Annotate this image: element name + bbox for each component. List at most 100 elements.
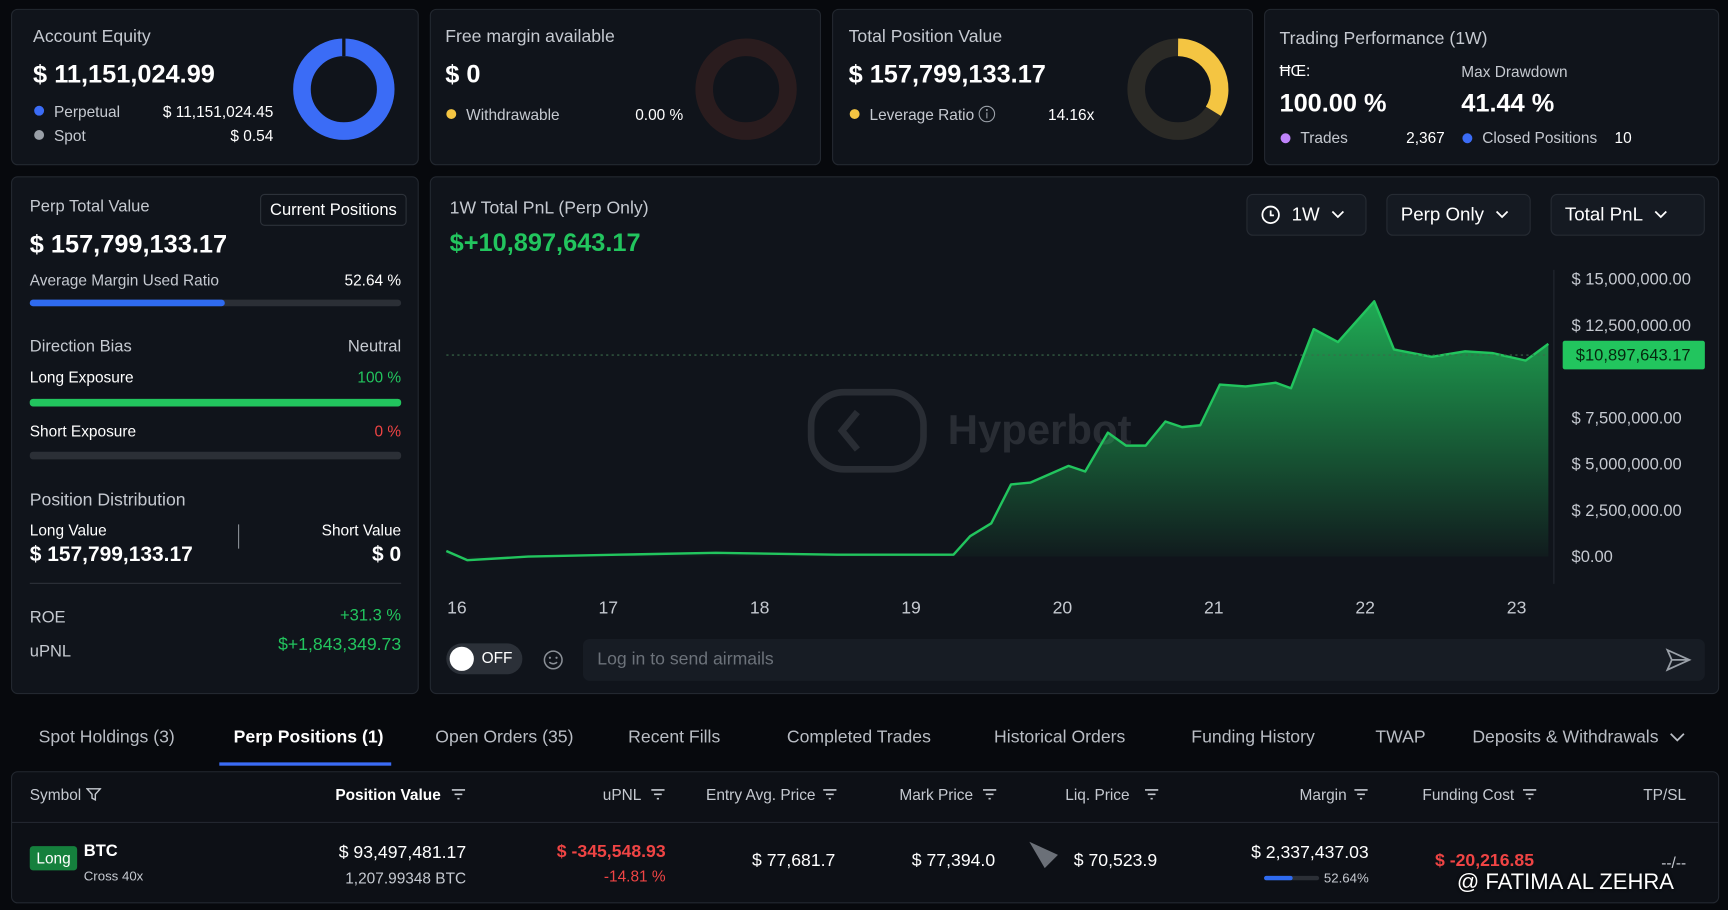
position-size: 1,207.99348 BTC (345, 869, 467, 887)
tab[interactable]: Deposits & Withdrawals (1472, 728, 1659, 747)
margin-track (1264, 875, 1320, 881)
stat-label: Max Drawdown (1461, 62, 1568, 81)
margin: $ 2,337,437.03 (1251, 843, 1369, 863)
metric-select[interactable]: Total PnL (1550, 193, 1705, 236)
donut (695, 38, 797, 140)
tab[interactable]: Funding History (1191, 728, 1315, 747)
emoji-button[interactable] (542, 649, 564, 671)
short-value: $ 0 (372, 543, 402, 567)
perp-value: $ 157,799,133.17 (29, 229, 228, 258)
legend-dot (849, 109, 860, 119)
legend-dot (446, 109, 457, 119)
card-value: $ 11,151,024.99 (33, 59, 215, 89)
airmail-input[interactable]: Log in to send airmails (582, 638, 1705, 681)
tab[interactable]: Open Orders (35) (435, 728, 574, 747)
sort-icon[interactable] (1144, 788, 1159, 801)
x-tick-label: 20 (1053, 598, 1073, 618)
pnl-area (446, 301, 1549, 561)
chevron (1331, 210, 1344, 219)
positions-button[interactable]: Current Positions (260, 193, 407, 226)
sort-icon[interactable] (1522, 788, 1537, 801)
tab[interactable]: Historical Orders (994, 728, 1126, 747)
perp-panel (11, 176, 419, 695)
credit: @ FATIMA AL ZEHRA (1456, 870, 1675, 895)
chart-title: 1W Total PnL (Perp Only) (449, 199, 649, 219)
entry-price: $ 77,681.7 (752, 851, 836, 871)
tab[interactable]: Completed Trades (786, 728, 931, 747)
tab-indicator (219, 762, 392, 766)
legend-dot (1280, 133, 1291, 144)
column-header: Symbol (29, 785, 82, 804)
current-label: $10,897,643.17 (1576, 346, 1691, 365)
item-label: Withdrawable (466, 105, 560, 124)
margin-label: Average Margin Used Ratio (29, 271, 219, 289)
margin-ratio: 52.64 % (344, 271, 402, 289)
current-label-bg (1562, 340, 1705, 370)
column-header: Liq. Price (1065, 785, 1130, 804)
select-label: 1W (1291, 203, 1320, 225)
symbol: BTC (83, 841, 118, 861)
input-placeholder: Log in to send airmails (597, 650, 774, 669)
value-label: Long Value (29, 521, 107, 539)
tab[interactable]: TWAP (1375, 728, 1426, 747)
watermark-logo (807, 388, 927, 473)
upnl-pct: -14.81 % (603, 867, 666, 885)
toggle[interactable]: OFF (446, 643, 523, 675)
y-tick-label: $ 7,500,000.00 (1572, 408, 1682, 427)
legend-dot (34, 105, 45, 116)
pnl-chart: Hyperbot $ 15,000,000.00$ 12,500,000.00$… (445, 270, 1705, 618)
tab[interactable]: Perp Positions (1) (233, 728, 384, 747)
card-value: $ 157,799,133.17 (848, 59, 1046, 89)
select-label: Perp Only (1400, 203, 1485, 225)
sort-icon[interactable] (451, 788, 466, 801)
section-title: Direction Bias (29, 337, 132, 356)
sort-icon[interactable] (650, 788, 665, 801)
divider (29, 582, 402, 584)
section-title: Position Distribution (29, 491, 186, 511)
card-value: $ 0 (445, 59, 481, 89)
filter-icon[interactable] (85, 788, 102, 801)
send-icon[interactable] (1665, 648, 1692, 672)
item-label: Perpetual (53, 102, 121, 121)
item-value: $ 11,151,024.45 (162, 102, 274, 121)
column-header: Mark Price (899, 785, 974, 804)
exposure-label: Long Exposure (29, 367, 134, 386)
x-tick-label: 22 (1355, 598, 1375, 618)
sort-icon[interactable] (982, 788, 997, 801)
item-value: 0.00 % (635, 105, 684, 124)
range-select[interactable]: 1W (1246, 193, 1367, 236)
margin-track (29, 299, 402, 307)
x-tick-label: 23 (1507, 598, 1527, 618)
margin-card (429, 8, 822, 166)
item-value: 10 (1614, 128, 1632, 147)
info-icon[interactable] (978, 105, 997, 124)
tab[interactable]: Recent Fills (628, 728, 721, 747)
chevron (1654, 210, 1667, 219)
mark-price: $ 77,394.0 (911, 851, 996, 871)
x-tick-label: 16 (447, 598, 467, 618)
funding-cost: $ -20,216.85 (1435, 851, 1535, 871)
chart-total: $+10,897,643.17 (449, 228, 641, 257)
sort-icon[interactable] (1353, 788, 1368, 801)
card-title: Account Equity (33, 27, 151, 47)
column-header: uPNL (602, 785, 642, 804)
long-value: $ 157,799,133.17 (29, 543, 193, 567)
chevron[interactable] (1670, 733, 1685, 743)
side-badge: Long (29, 846, 78, 871)
margin-bar (1264, 875, 1294, 881)
card-title: Trading Performance (1W) (1279, 29, 1488, 49)
item-label: Leverage Ratio (869, 105, 975, 124)
roe-label: ROE (29, 608, 66, 627)
long-bar (29, 398, 402, 407)
short-track (29, 451, 402, 460)
item-value: 14.16x (1047, 105, 1095, 124)
scope-select[interactable]: Perp Only (1386, 193, 1531, 236)
tpsl: --/-- (1661, 853, 1687, 872)
tab[interactable]: Spot Holdings (3) (38, 728, 175, 747)
sort-icon[interactable] (822, 788, 837, 801)
divider (238, 524, 240, 549)
stat-value: 100.00 % (1279, 88, 1387, 117)
margin-bar (29, 299, 226, 307)
stat-value: 41.44 % (1461, 88, 1555, 117)
